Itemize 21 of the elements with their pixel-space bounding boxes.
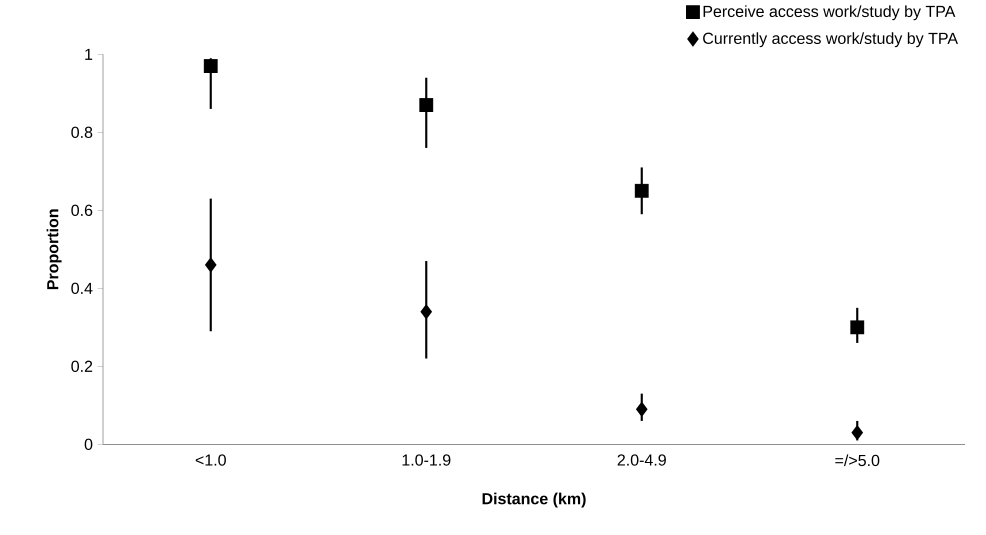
x-tick-label: 2.0-4.9 (618, 454, 666, 466)
y-tick-label: 0.8 (71, 126, 92, 138)
point (419, 98, 434, 112)
y-tick-label: 0.4 (71, 282, 92, 294)
point (420, 304, 432, 320)
y-tick-label: 0.6 (71, 204, 92, 216)
point (851, 424, 864, 440)
x-tick-label: <1.0 (196, 454, 226, 466)
point (636, 401, 648, 417)
y-tick-label: 1 (85, 48, 92, 60)
x-axis-title: Distance (km) (482, 492, 586, 508)
x-tick-label: 1.0-1.9 (402, 454, 450, 466)
x-tick-label: =/>5.0 (835, 454, 880, 466)
point (634, 184, 649, 198)
y-tick-label: 0 (84, 438, 92, 450)
point (850, 320, 864, 334)
y-axis-title: Proportion (46, 209, 62, 289)
legend-label: Currently access work/study by TPA (703, 32, 958, 48)
point (204, 257, 217, 272)
y-tick-label: 0.2 (71, 360, 92, 372)
legend-label: Perceive access work/study by TPA (704, 5, 956, 20)
